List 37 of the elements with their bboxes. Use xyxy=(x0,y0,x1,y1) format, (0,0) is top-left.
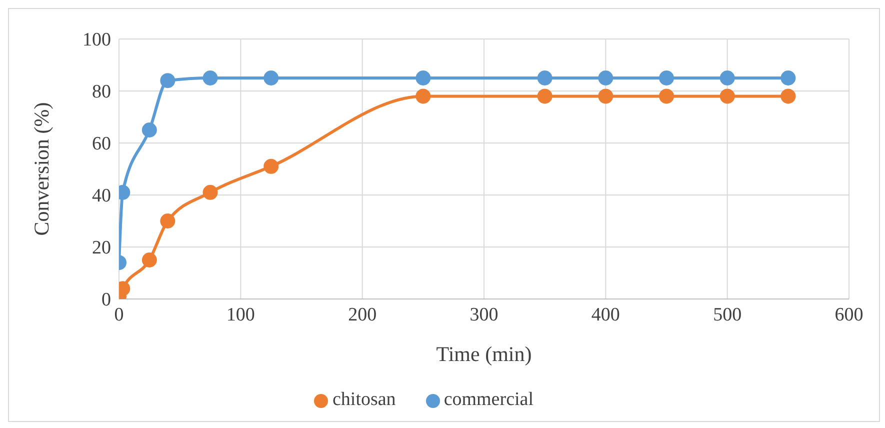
point xyxy=(264,70,279,86)
y-tick-label: 100 xyxy=(82,30,111,51)
point xyxy=(720,88,735,104)
y-tick-label: 20 xyxy=(92,238,111,259)
y-axis-title: Conversion (%) xyxy=(29,102,54,236)
point xyxy=(537,70,552,86)
point xyxy=(202,184,218,200)
x-tick-label: 200 xyxy=(348,304,377,326)
point xyxy=(264,158,279,174)
x-axis-title: Time (min) xyxy=(436,342,532,366)
x-tick-label: 300 xyxy=(470,304,498,326)
point xyxy=(598,88,614,104)
point xyxy=(537,88,552,104)
point xyxy=(160,214,176,228)
y-tick-label: 0 xyxy=(102,290,111,311)
legend-label: chitosan xyxy=(332,389,396,410)
x-tick-label: 600 xyxy=(834,304,864,326)
x-tick-label: 400 xyxy=(591,304,620,326)
point xyxy=(720,70,735,86)
point xyxy=(160,73,176,88)
point xyxy=(202,70,218,86)
y-tick-label: 60 xyxy=(92,134,111,155)
legend-label: commercial xyxy=(444,389,534,410)
x-tick-label: 0 xyxy=(114,304,124,326)
point xyxy=(780,70,796,86)
point xyxy=(416,70,431,86)
x-tick-label: 500 xyxy=(713,304,742,326)
point xyxy=(780,88,796,104)
x-tick-label: 100 xyxy=(226,304,255,326)
y-tick-label: 40 xyxy=(92,186,111,207)
point xyxy=(142,252,157,268)
point xyxy=(598,70,614,86)
point xyxy=(659,70,674,86)
point xyxy=(142,122,157,138)
point xyxy=(416,88,431,104)
point xyxy=(659,88,674,104)
y-tick-label: 80 xyxy=(92,82,111,103)
